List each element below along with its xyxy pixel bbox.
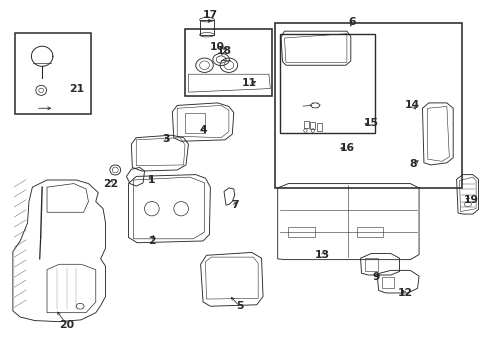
Text: 1: 1 — [148, 175, 155, 185]
Bar — [184, 113, 204, 134]
Bar — [365, 258, 377, 271]
Bar — [304, 121, 308, 128]
Text: 20: 20 — [59, 320, 74, 330]
Text: 17: 17 — [203, 10, 218, 20]
Text: 11: 11 — [242, 78, 256, 88]
Text: 8: 8 — [408, 159, 416, 169]
Text: 18: 18 — [216, 46, 231, 56]
Text: 9: 9 — [372, 272, 379, 282]
Text: 13: 13 — [314, 250, 329, 260]
Text: 10: 10 — [210, 42, 224, 52]
Bar — [199, 20, 214, 35]
Bar — [381, 277, 393, 288]
Bar — [356, 226, 383, 237]
Text: 4: 4 — [199, 125, 206, 135]
Text: 6: 6 — [347, 17, 355, 27]
Bar — [288, 226, 315, 237]
Text: 16: 16 — [339, 143, 354, 153]
Bar — [15, 33, 91, 114]
Text: 7: 7 — [230, 200, 238, 210]
Text: 15: 15 — [363, 118, 378, 128]
Text: 14: 14 — [405, 100, 419, 110]
Text: 2: 2 — [148, 236, 155, 246]
Bar — [310, 122, 315, 130]
Bar — [274, 23, 462, 188]
Bar — [279, 34, 374, 133]
Text: 3: 3 — [163, 134, 170, 144]
Text: 22: 22 — [102, 179, 118, 189]
Bar — [316, 123, 321, 131]
Text: 21: 21 — [69, 84, 83, 94]
Bar — [184, 30, 271, 96]
Text: 5: 5 — [235, 301, 243, 311]
Text: 12: 12 — [397, 288, 412, 298]
Text: 19: 19 — [463, 195, 478, 205]
